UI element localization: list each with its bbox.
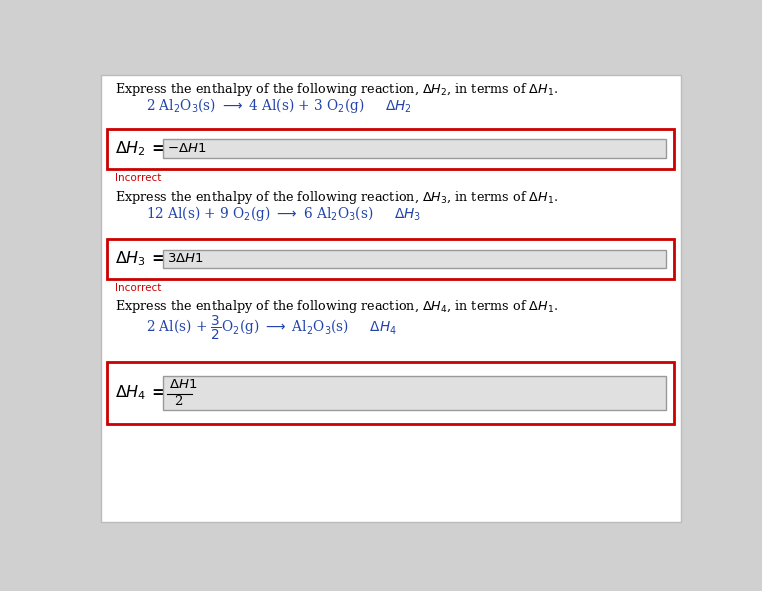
Text: Express the enthalpy of the following reaction, $\Delta H_4$, in terms of $\Delt: Express the enthalpy of the following re… <box>114 298 558 315</box>
Text: Incorrect: Incorrect <box>114 284 161 294</box>
FancyBboxPatch shape <box>107 129 674 168</box>
Text: $-\Delta H1$: $-\Delta H1$ <box>167 142 206 155</box>
Text: $\Delta H_3$ =: $\Delta H_3$ = <box>114 249 165 268</box>
Text: Incorrect: Incorrect <box>114 173 161 183</box>
Text: 12 Al(s) + 9 O$_2$(g) $\longrightarrow$ 6 Al$_2$O$_3$(s)     $\Delta H_3$: 12 Al(s) + 9 O$_2$(g) $\longrightarrow$ … <box>146 204 421 223</box>
Text: $\Delta H_2$ =: $\Delta H_2$ = <box>114 139 165 158</box>
FancyBboxPatch shape <box>164 376 666 410</box>
FancyBboxPatch shape <box>164 139 666 158</box>
Text: 2 Al(s) + $\dfrac{3}{2}$O$_2$(g) $\longrightarrow$ Al$_2$O$_3$(s)     $\Delta H_: 2 Al(s) + $\dfrac{3}{2}$O$_2$(g) $\longr… <box>146 314 396 343</box>
FancyBboxPatch shape <box>107 239 674 279</box>
Text: 2 Al$_2$O$_3$(s) $\longrightarrow$ 4 Al(s) + 3 O$_2$(g)     $\Delta H_2$: 2 Al$_2$O$_3$(s) $\longrightarrow$ 4 Al(… <box>146 96 411 115</box>
Text: 2: 2 <box>174 395 183 408</box>
Text: $\Delta H1$: $\Delta H1$ <box>169 378 197 391</box>
Text: Express the enthalpy of the following reaction, $\Delta H_2$, in terms of $\Delt: Express the enthalpy of the following re… <box>114 81 558 98</box>
Text: $3\Delta H1$: $3\Delta H1$ <box>167 252 203 265</box>
FancyBboxPatch shape <box>101 75 681 522</box>
FancyBboxPatch shape <box>107 362 674 424</box>
Text: Express the enthalpy of the following reaction, $\Delta H_3$, in terms of $\Delt: Express the enthalpy of the following re… <box>114 189 558 206</box>
Text: $\Delta H_4$ =: $\Delta H_4$ = <box>114 384 165 402</box>
FancyBboxPatch shape <box>164 249 666 268</box>
